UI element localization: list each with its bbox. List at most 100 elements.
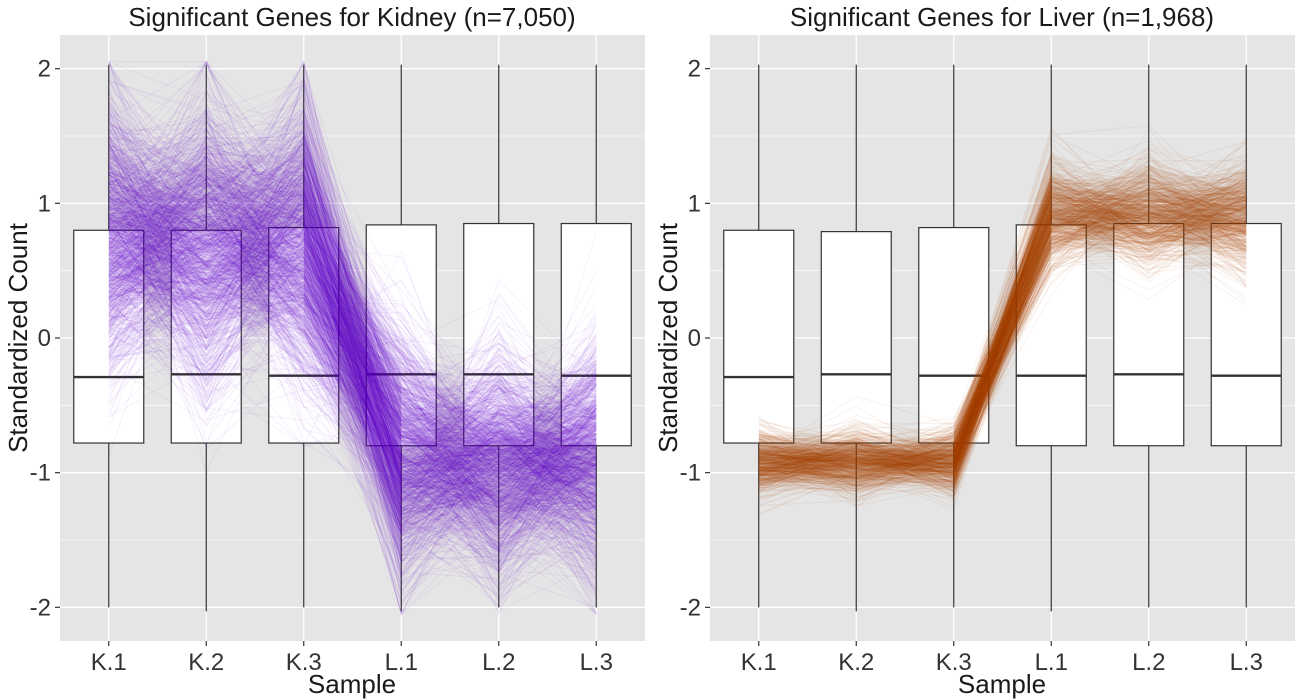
gene-profile-line — [758, 178, 1247, 473]
gene-profile-line — [758, 224, 1247, 476]
gene-profile-line — [108, 253, 597, 528]
gene-profile-line — [758, 201, 1247, 478]
gene-profile-line — [758, 199, 1247, 471]
gene-profile-line — [108, 188, 597, 448]
gene-profile-line — [758, 185, 1247, 462]
gene-profile-line — [758, 180, 1247, 473]
gene-profile-line — [108, 244, 597, 496]
gene-profile-line — [758, 151, 1247, 463]
gene-profile-line — [108, 238, 597, 520]
gene-profile-line — [108, 152, 597, 615]
gene-profile-line — [108, 139, 597, 455]
gene-profile-line — [108, 172, 597, 465]
gene-profile-line — [758, 198, 1247, 476]
gene-profile-line — [108, 304, 597, 447]
gene-profile-line — [108, 122, 597, 513]
gene-profile-line — [758, 183, 1247, 466]
gene-profile-line — [108, 173, 597, 562]
gene-profile-line — [108, 183, 597, 534]
gene-profile-line — [758, 187, 1247, 483]
gene-profile-line — [108, 186, 597, 394]
gene-profile-line — [108, 61, 597, 524]
gene-profile-line — [108, 60, 597, 497]
gene-profile-line — [108, 239, 597, 561]
gene-profile-line — [108, 230, 597, 527]
y-tick-label: 0 — [38, 325, 51, 352]
gene-profile-line — [108, 183, 597, 447]
gene-profile-line — [108, 219, 597, 504]
gene-profile-line — [758, 156, 1247, 467]
gene-profile-line — [108, 77, 597, 526]
gene-profile-line — [108, 119, 597, 480]
y-tick-label: 1 — [38, 190, 51, 217]
gene-profile-line — [758, 158, 1247, 463]
gene-profile-line — [108, 84, 597, 554]
gene-profile-line — [108, 202, 597, 477]
gene-profile-line — [108, 144, 597, 510]
gene-profile-line — [108, 227, 597, 559]
gene-profile-line — [108, 168, 597, 538]
gene-profile-line — [108, 89, 597, 508]
gene-profile-line — [108, 270, 597, 557]
gene-profile-line — [108, 188, 597, 449]
gene-profile-line — [758, 175, 1247, 472]
gene-profile-line — [758, 186, 1247, 459]
gene-profile-line — [758, 193, 1247, 462]
gene-profile-line — [108, 240, 597, 616]
gene-profile-line — [108, 185, 597, 496]
gene-profile-line — [758, 211, 1247, 467]
gene-profile-line — [108, 141, 597, 537]
gene-profile-line — [758, 178, 1247, 482]
gene-profile-line — [108, 91, 597, 465]
gene-profile-lines — [758, 125, 1247, 516]
gene-profile-line — [108, 180, 597, 531]
gene-profile-line — [108, 200, 597, 502]
gene-profile-line — [108, 176, 597, 464]
gene-profile-line — [108, 141, 597, 503]
gene-profile-line — [108, 164, 597, 523]
gene-profile-line — [758, 187, 1247, 483]
gene-profile-line — [108, 171, 597, 530]
gene-profile-line — [108, 212, 597, 569]
gene-profile-line — [108, 173, 597, 456]
gene-profile-line — [108, 244, 597, 503]
gene-profile-line — [758, 147, 1247, 457]
gene-profile-line — [108, 188, 597, 523]
gene-profile-line — [108, 149, 597, 527]
gene-profile-line — [108, 192, 597, 449]
gene-profile-line — [108, 237, 597, 456]
gene-profile-line — [758, 199, 1247, 471]
gene-profile-line — [758, 190, 1247, 463]
gene-profile-line — [108, 175, 597, 546]
gene-profile-line — [108, 194, 597, 515]
gene-profile-line — [108, 298, 597, 455]
gene-profile-line — [108, 119, 597, 536]
gene-profile-line — [758, 207, 1247, 480]
gene-profile-line — [758, 168, 1247, 469]
gene-profile-line — [108, 160, 597, 455]
gene-profile-line — [758, 209, 1247, 499]
gene-profile-line — [108, 204, 597, 526]
gene-profile-line — [108, 315, 597, 563]
gene-profile-line — [758, 194, 1247, 462]
gene-profile-line — [108, 239, 597, 460]
gene-profile-line — [758, 205, 1247, 461]
gene-profile-line — [758, 153, 1247, 474]
gene-profile-line — [108, 194, 597, 440]
gene-profile-line — [108, 144, 597, 488]
gene-profile-line — [108, 96, 597, 470]
gene-profile-line — [758, 192, 1247, 477]
gene-profile-line — [108, 172, 597, 544]
gene-profile-line — [108, 259, 597, 560]
gene-profile-line — [108, 200, 597, 486]
gene-profile-line — [108, 131, 597, 553]
gene-profile-line — [108, 60, 597, 520]
gene-profile-line — [758, 191, 1247, 473]
gene-profile-line — [758, 236, 1247, 473]
gene-profile-line — [108, 75, 597, 476]
gene-profile-line — [108, 198, 597, 427]
gene-profile-line — [108, 212, 597, 463]
gene-profile-line — [758, 186, 1247, 478]
gene-profile-line — [108, 150, 597, 515]
gene-profile-line — [108, 215, 597, 489]
